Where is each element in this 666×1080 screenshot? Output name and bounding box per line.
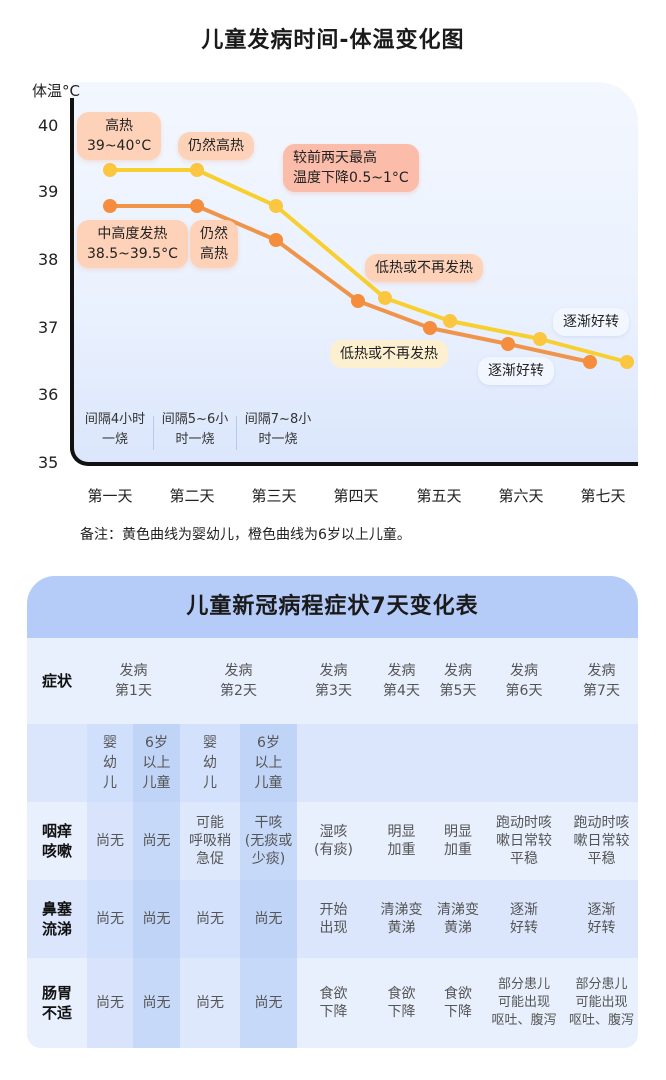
table-cell: 明显 加重 xyxy=(444,824,472,858)
x-tick-day6: 第六天 xyxy=(498,487,544,505)
row-symptom-label: 鼻塞 流涕 xyxy=(41,900,72,938)
subheader-infant: 婴幼儿 xyxy=(203,735,217,791)
table-cell: 尚无 xyxy=(142,995,171,1011)
row-bg xyxy=(27,880,638,958)
header-day5: 发病 第5天 xyxy=(439,663,477,699)
interval-note-2: 间隔5~6小 时一烧 xyxy=(161,412,229,447)
header-day7: 发病 第7天 xyxy=(583,663,620,699)
subheader-child: 6岁 以上 儿童 xyxy=(142,735,171,791)
row-bg xyxy=(27,958,638,1048)
col-band xyxy=(240,724,297,1048)
annotation-still-high: 仍然高热 xyxy=(178,132,254,160)
table-cell: 部分患儿 可能出现 呕吐、腹泻 xyxy=(568,977,634,1028)
subheader-child: 6岁 以上 儿童 xyxy=(254,735,283,791)
y-tick-39: 39 xyxy=(38,182,59,201)
header-day1: 发病 第1天 xyxy=(115,663,152,699)
subheader-row-bg xyxy=(27,724,638,802)
table-cell: 清涕变 黄涕 xyxy=(437,902,479,936)
y-tick-35: 35 xyxy=(38,453,59,472)
table-cell: 湿咳 (有痰) xyxy=(314,824,353,858)
axis-corner xyxy=(70,432,104,466)
header-day4: 发病 第4天 xyxy=(383,663,420,699)
table-cell: 食欲 下降 xyxy=(319,986,348,1020)
table-cell: 跑动时咳 嗽日常较 平稳 xyxy=(573,815,630,867)
row-symptom-label: 肠胃 不适 xyxy=(41,984,72,1022)
subheader-infant: 婴幼儿 xyxy=(103,735,117,791)
table-cell: 跑动时咳 嗽日常较 平稳 xyxy=(496,815,552,867)
symptom-table: 儿童新冠病程症状7天变化表 症状 发病 第1天 发病 第2天 发病 第3天 发病 第4天… xyxy=(27,576,638,1048)
child-markers xyxy=(103,199,597,369)
table-cell: 部分患儿 可能出现 呕吐、腹泻 xyxy=(491,977,557,1028)
interval-divider xyxy=(236,416,237,450)
x-axis-line xyxy=(100,462,638,466)
interval-note-3: 间隔7~8小 时一烧 xyxy=(244,412,312,447)
y-axis-line xyxy=(70,98,74,450)
interval-divider xyxy=(153,416,154,450)
annotation-improving-child: 逐渐好转 xyxy=(478,357,554,385)
table-cell: 尚无 xyxy=(96,995,124,1011)
table-cell: 逐渐 好转 xyxy=(587,902,616,936)
table-title: 儿童新冠病程症状7天变化表 xyxy=(27,576,638,638)
annotation-still-high-child: 仍然 高热 xyxy=(190,220,238,268)
header-day3: 发病 第3天 xyxy=(315,663,352,699)
annotation-high-fever: 高热 39~40°C xyxy=(77,112,162,160)
y-tick-37: 37 xyxy=(38,318,59,337)
annotation-temp-drop: 较前两天最高 温度下降0.5~1°C xyxy=(283,144,419,192)
x-tick-day3: 第三天 xyxy=(251,487,297,505)
chart-note: 备注：黄色曲线为婴幼儿，橙色曲线为6岁以上儿童。 xyxy=(80,527,411,543)
col-band xyxy=(133,724,180,1048)
x-tick-day7: 第七天 xyxy=(580,487,626,505)
annotation-improving-infant: 逐渐好转 xyxy=(553,308,629,336)
x-tick-day5: 第五天 xyxy=(416,487,462,505)
table-cell: 尚无 xyxy=(196,995,224,1011)
table-cell: 干咳 (无痰或 少痰) xyxy=(244,815,293,867)
row-symptom-label: 咽痒 咳嗽 xyxy=(41,822,72,860)
col-band xyxy=(180,724,240,1048)
col-band xyxy=(87,724,133,1048)
table-cell: 尚无 xyxy=(196,911,224,927)
row-bg xyxy=(27,802,638,880)
y-tick-36: 36 xyxy=(38,385,59,404)
x-tick-day2: 第二天 xyxy=(169,487,215,505)
x-tick-day1: 第一天 xyxy=(87,487,133,505)
header-day6: 发病 第6天 xyxy=(505,663,543,699)
table-cell: 食欲 下降 xyxy=(444,986,472,1020)
y-tick-40: 40 xyxy=(38,116,59,135)
table-cell: 尚无 xyxy=(96,833,124,849)
table-cell: 可能 呼吸稍 急促 xyxy=(189,815,231,867)
chart-title: 儿童发病时间-体温变化图 xyxy=(201,28,465,53)
table-cell: 尚无 xyxy=(142,833,171,849)
table-cell: 尚无 xyxy=(96,911,124,927)
header-day2: 发病 第2天 xyxy=(220,663,257,699)
table-cell: 尚无 xyxy=(254,911,283,927)
table-cell: 尚无 xyxy=(142,911,171,927)
y-tick-38: 38 xyxy=(38,250,59,269)
annotation-low-fever-infant: 低热或不再发热 xyxy=(365,254,483,282)
annotation-low-fever-child: 低热或不再发热 xyxy=(330,340,448,368)
x-tick-day4: 第四天 xyxy=(333,487,379,505)
header-row-bg xyxy=(27,638,638,724)
table-cell: 开始 出现 xyxy=(319,902,348,936)
table-cell: 逐渐 好转 xyxy=(510,902,538,936)
table-cell: 清涕变 黄涕 xyxy=(380,902,423,936)
interval-note-1: 间隔4小时 一烧 xyxy=(84,412,146,447)
infant-markers xyxy=(103,163,634,369)
header-symptom: 症状 xyxy=(41,672,72,690)
y-axis-label: 体温°C xyxy=(32,82,80,100)
table-cell: 尚无 xyxy=(254,995,283,1011)
line-series xyxy=(103,163,634,369)
table-cell: 食欲 下降 xyxy=(387,986,416,1020)
table-cell: 明显 加重 xyxy=(387,824,416,858)
annotation-mid-fever: 中高度发热 38.5~39.5°C xyxy=(77,220,188,268)
